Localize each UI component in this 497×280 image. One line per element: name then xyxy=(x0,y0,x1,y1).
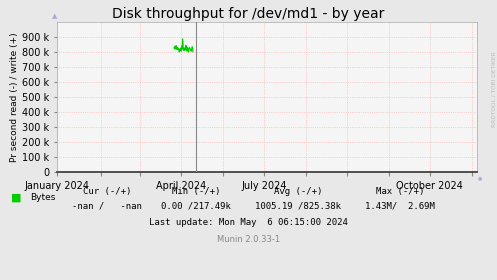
Text: Max (-/+): Max (-/+) xyxy=(376,187,424,196)
Text: RRDTOOL / TOBI OETIKER: RRDTOOL / TOBI OETIKER xyxy=(491,52,496,127)
Text: Munin 2.0.33-1: Munin 2.0.33-1 xyxy=(217,235,280,244)
Text: 0.00 /217.49k: 0.00 /217.49k xyxy=(162,201,231,210)
Text: ●: ● xyxy=(478,175,482,180)
Text: Last update: Mon May  6 06:15:00 2024: Last update: Mon May 6 06:15:00 2024 xyxy=(149,218,348,227)
Text: Bytes: Bytes xyxy=(30,193,55,202)
Text: Disk throughput for /dev/md1 - by year: Disk throughput for /dev/md1 - by year xyxy=(112,7,385,21)
Text: ▲: ▲ xyxy=(52,14,57,20)
Text: ■: ■ xyxy=(11,192,21,202)
Text: 1005.19 /825.38k: 1005.19 /825.38k xyxy=(255,201,341,210)
Text: Min (-/+): Min (-/+) xyxy=(172,187,221,196)
Text: Avg (-/+): Avg (-/+) xyxy=(274,187,323,196)
Text: 1.43M/  2.69M: 1.43M/ 2.69M xyxy=(365,201,435,210)
Text: -nan /   -nan: -nan / -nan xyxy=(72,201,142,210)
Y-axis label: Pr second read (-) / write (+): Pr second read (-) / write (+) xyxy=(10,32,19,162)
Text: Cur (-/+): Cur (-/+) xyxy=(83,187,131,196)
